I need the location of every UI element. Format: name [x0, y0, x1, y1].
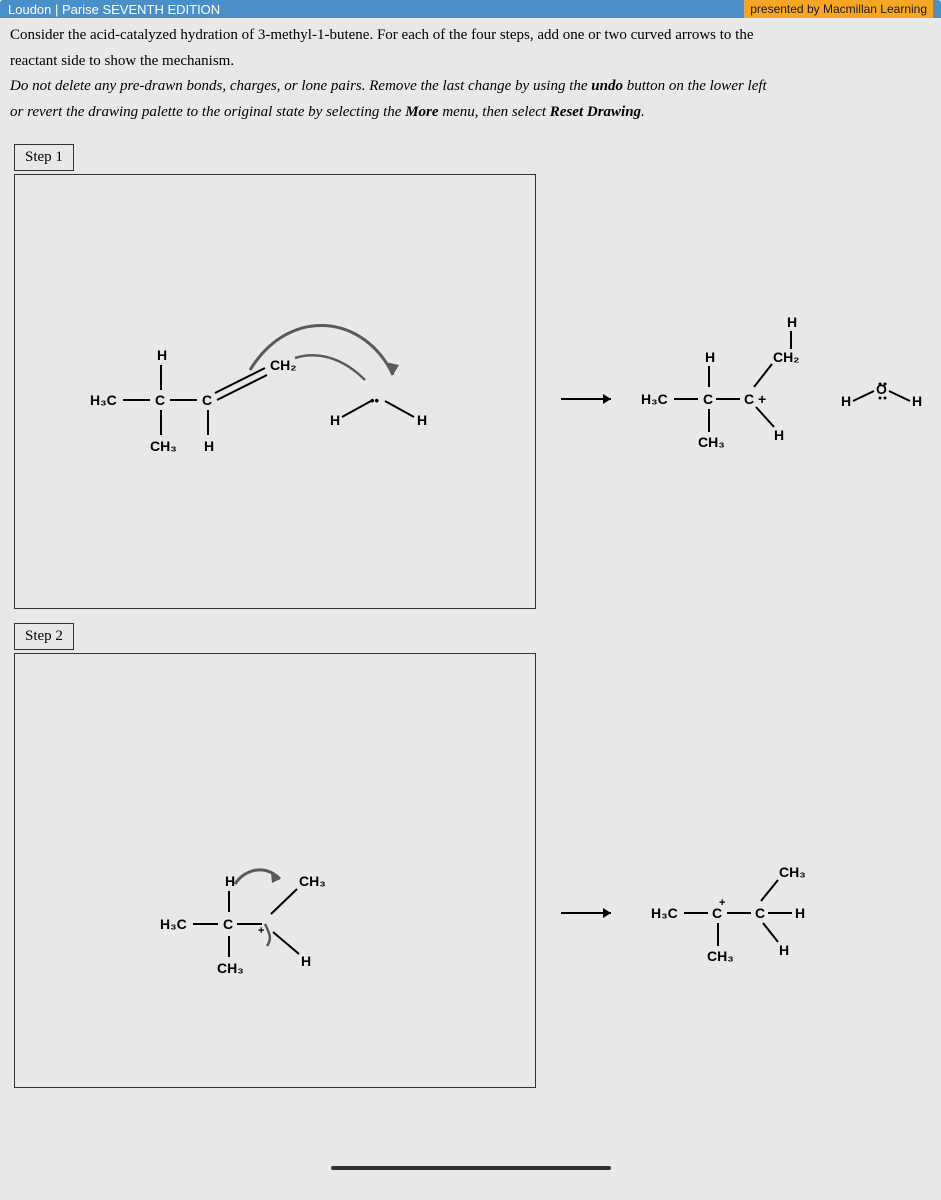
o-dots: •• — [370, 393, 380, 408]
footer-scrollbar-indicator — [331, 1166, 611, 1170]
svg-text:H: H — [774, 427, 784, 443]
svg-text:CH₃: CH₃ — [707, 948, 734, 964]
step2-label: Step 2 — [14, 623, 74, 650]
svg-text:O: O — [876, 381, 887, 397]
publisher-badge: presented by Macmillan Learning — [744, 0, 933, 18]
svg-text:C +: C + — [744, 391, 766, 407]
svg-text:C: C — [755, 905, 765, 921]
svg-text:H: H — [301, 953, 311, 969]
instr-l2a: Do not delete any pre-drawn bonds, charg… — [10, 78, 591, 94]
step2-content: H₃C C + H CH₃ CH₃ — [14, 623, 927, 1088]
svg-text:H: H — [787, 314, 797, 330]
svg-text:H: H — [795, 905, 805, 921]
h-top-c1: H — [157, 347, 167, 363]
svg-text:C: C — [223, 916, 233, 932]
svg-text:CH₃: CH₃ — [217, 960, 244, 976]
instr-l2f: menu, then select — [439, 104, 550, 120]
svg-text:CH₃: CH₃ — [299, 873, 326, 889]
step2-product-svg: H₃C C + C H CH₃ CH₃ H — [556, 653, 927, 1088]
step2-reactant-box[interactable]: H₃C C + H CH₃ CH₃ — [14, 653, 536, 1088]
instr-l2h: . — [641, 104, 645, 120]
svg-text:H: H — [779, 942, 789, 958]
svg-text:H: H — [841, 393, 851, 409]
step1-label: Step 1 — [14, 144, 74, 171]
svg-text:C: C — [703, 391, 713, 407]
c1-label: C — [155, 392, 165, 408]
instr-reset: Reset Drawing — [550, 104, 641, 120]
svg-text:H₃C: H₃C — [651, 905, 678, 921]
page-container: Loudon | Parise SEVENTH EDITION presente… — [0, 0, 941, 1200]
h3c-label: H₃C — [90, 392, 117, 408]
svg-text:H₃C: H₃C — [641, 391, 668, 407]
svg-text:H: H — [705, 349, 715, 365]
svg-text:H₃C: H₃C — [160, 916, 187, 932]
svg-text:CH₂: CH₂ — [773, 349, 799, 365]
ch2-label: CH₂ — [270, 357, 296, 373]
h-w1: H — [330, 412, 340, 428]
header-bar: Loudon | Parise SEVENTH EDITION presente… — [0, 0, 941, 18]
instr-l1b: reactant side to show the mechanism. — [10, 53, 234, 69]
svg-text:CH₃: CH₃ — [779, 864, 806, 880]
instr-l1a: Consider the acid-catalyzed hydration of… — [10, 27, 754, 43]
svg-text:H: H — [225, 873, 235, 889]
c2-label: C — [202, 392, 212, 408]
svg-text:CH₃: CH₃ — [698, 434, 725, 450]
step1-content: H₃C C C CH₂ H CH₃ — [14, 144, 927, 609]
step1-reactant-svg: H₃C C C CH₂ H CH₃ — [15, 175, 550, 610]
instr-l2d: or revert the drawing palette to the ori… — [10, 104, 405, 120]
svg-text:+: + — [258, 925, 264, 937]
step2-container: Step 2 H₃C C + H — [14, 623, 927, 1088]
svg-text:H: H — [912, 393, 922, 409]
instr-undo: undo — [591, 78, 623, 94]
step1-reactant-box[interactable]: H₃C C C CH₂ H CH₃ — [14, 174, 536, 609]
ch3-below: CH₃ — [150, 438, 177, 454]
svg-text:+: + — [719, 897, 725, 909]
h-w2: H — [417, 412, 427, 428]
step1-product-svg: H₃C C C + H CH₃ CH₂ H — [556, 174, 927, 609]
instructions-block: Consider the acid-catalyzed hydration of… — [0, 18, 941, 136]
step2-reactant-svg: H₃C C + H CH₃ CH₃ — [15, 654, 550, 1089]
h-below-c2: H — [204, 438, 214, 454]
instr-more: More — [405, 104, 438, 120]
step1-container: Step 1 H₃C C C CH₂ — [14, 144, 927, 609]
instr-l2c: button on the lower left — [623, 78, 767, 94]
edition-label: Loudon | Parise SEVENTH EDITION — [8, 2, 220, 17]
